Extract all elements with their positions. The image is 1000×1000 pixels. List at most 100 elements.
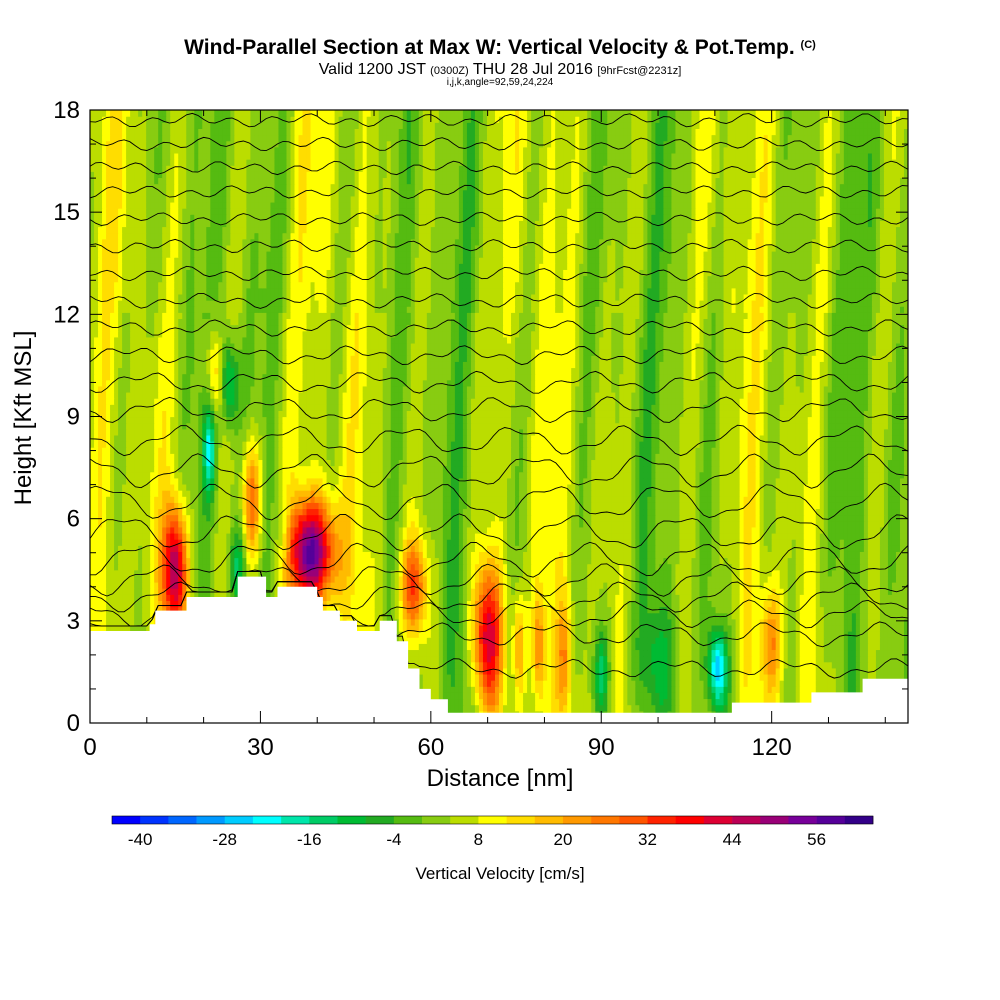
velocity-cell (748, 680, 753, 687)
velocity-cell (455, 607, 460, 614)
velocity-cell (467, 686, 472, 693)
velocity-cell (699, 582, 704, 589)
velocity-cell (519, 619, 524, 626)
velocity-cell (627, 705, 632, 712)
velocity-cell (591, 692, 596, 699)
velocity-cell (784, 668, 789, 675)
velocity-cell (479, 680, 484, 687)
velocity-cell (90, 570, 95, 577)
velocity-cell (679, 680, 684, 687)
velocity-cell (523, 613, 528, 620)
velocity-cell (800, 576, 805, 583)
velocity-cell (820, 649, 825, 656)
velocity-cell (122, 588, 127, 595)
velocity-cell (423, 649, 428, 656)
velocity-cell (507, 625, 512, 632)
velocity-cell (607, 656, 612, 663)
velocity-cell (331, 594, 336, 601)
velocity-cell (828, 582, 833, 589)
velocity-cell (655, 668, 660, 675)
velocity-cell (732, 600, 737, 607)
velocity-cell (106, 613, 111, 620)
velocity-cell (447, 637, 452, 644)
velocity-cell (487, 576, 492, 583)
velocity-cell (519, 692, 524, 699)
velocity-cell (427, 600, 432, 607)
velocity-cell (651, 705, 656, 712)
velocity-cell (130, 607, 135, 614)
velocity-cell (226, 582, 231, 589)
velocity-cell (792, 692, 797, 699)
velocity-cell (427, 680, 432, 687)
velocity-cell (820, 674, 825, 681)
velocity-cell (547, 631, 552, 638)
velocity-cell (764, 656, 769, 663)
velocity-cell (595, 662, 600, 669)
velocity-cell (868, 649, 873, 656)
velocity-cell (687, 607, 692, 614)
velocity-cell (720, 613, 725, 620)
velocity-cell (503, 662, 508, 669)
velocity-cell (483, 607, 488, 614)
velocity-cell (788, 600, 793, 607)
velocity-cell (792, 656, 797, 663)
velocity-cell (607, 680, 612, 687)
velocity-cell (343, 594, 348, 601)
velocity-cell (647, 643, 652, 650)
velocity-cell (800, 637, 805, 644)
velocity-cell (615, 680, 620, 687)
velocity-cell (651, 576, 656, 583)
velocity-cell (695, 631, 700, 638)
velocity-cell (740, 656, 745, 663)
velocity-cell (579, 674, 584, 681)
velocity-cell (856, 588, 861, 595)
velocity-cell (607, 594, 612, 601)
velocity-cell (852, 680, 857, 687)
velocity-cell (720, 692, 725, 699)
velocity-cell (343, 570, 348, 577)
velocity-cell (475, 582, 480, 589)
velocity-cell (451, 680, 456, 687)
velocity-cell (603, 656, 608, 663)
velocity-cell (695, 576, 700, 583)
velocity-cell (804, 619, 809, 626)
velocity-cell (856, 649, 861, 656)
velocity-cell (463, 625, 468, 632)
velocity-cell (126, 582, 131, 589)
velocity-cell (635, 692, 640, 699)
velocity-cell (134, 570, 139, 577)
velocity-cell (323, 600, 328, 607)
velocity-cell (214, 582, 219, 589)
velocity-cell (836, 643, 841, 650)
velocity-cell (158, 570, 163, 577)
velocity-cell (543, 619, 548, 626)
velocity-cell (559, 668, 564, 675)
velocity-cell (824, 600, 829, 607)
velocity-cell (679, 637, 684, 644)
velocity-cell (760, 656, 765, 663)
velocity-cell (856, 674, 861, 681)
velocity-cell (708, 649, 713, 656)
velocity-cell (832, 643, 837, 650)
velocity-cell (800, 656, 805, 663)
velocity-cell (848, 637, 853, 644)
velocity-cell (780, 637, 785, 644)
velocity-cell (511, 662, 516, 669)
velocity-cell (896, 643, 901, 650)
velocity-cell (375, 600, 380, 607)
velocity-cell (808, 607, 813, 614)
velocity-cell (435, 692, 440, 699)
velocity-cell (218, 570, 223, 577)
velocity-cell (872, 656, 877, 663)
velocity-cell (704, 649, 709, 656)
velocity-cell (740, 649, 745, 656)
velocity-cell (387, 570, 392, 577)
velocity-cell (447, 631, 452, 638)
velocity-cell (792, 668, 797, 675)
velocity-cell (459, 680, 464, 687)
velocity-cell (812, 613, 817, 620)
velocity-cell (571, 668, 576, 675)
velocity-cell (467, 594, 472, 601)
velocity-cell (619, 613, 624, 620)
velocity-cell (856, 619, 861, 626)
